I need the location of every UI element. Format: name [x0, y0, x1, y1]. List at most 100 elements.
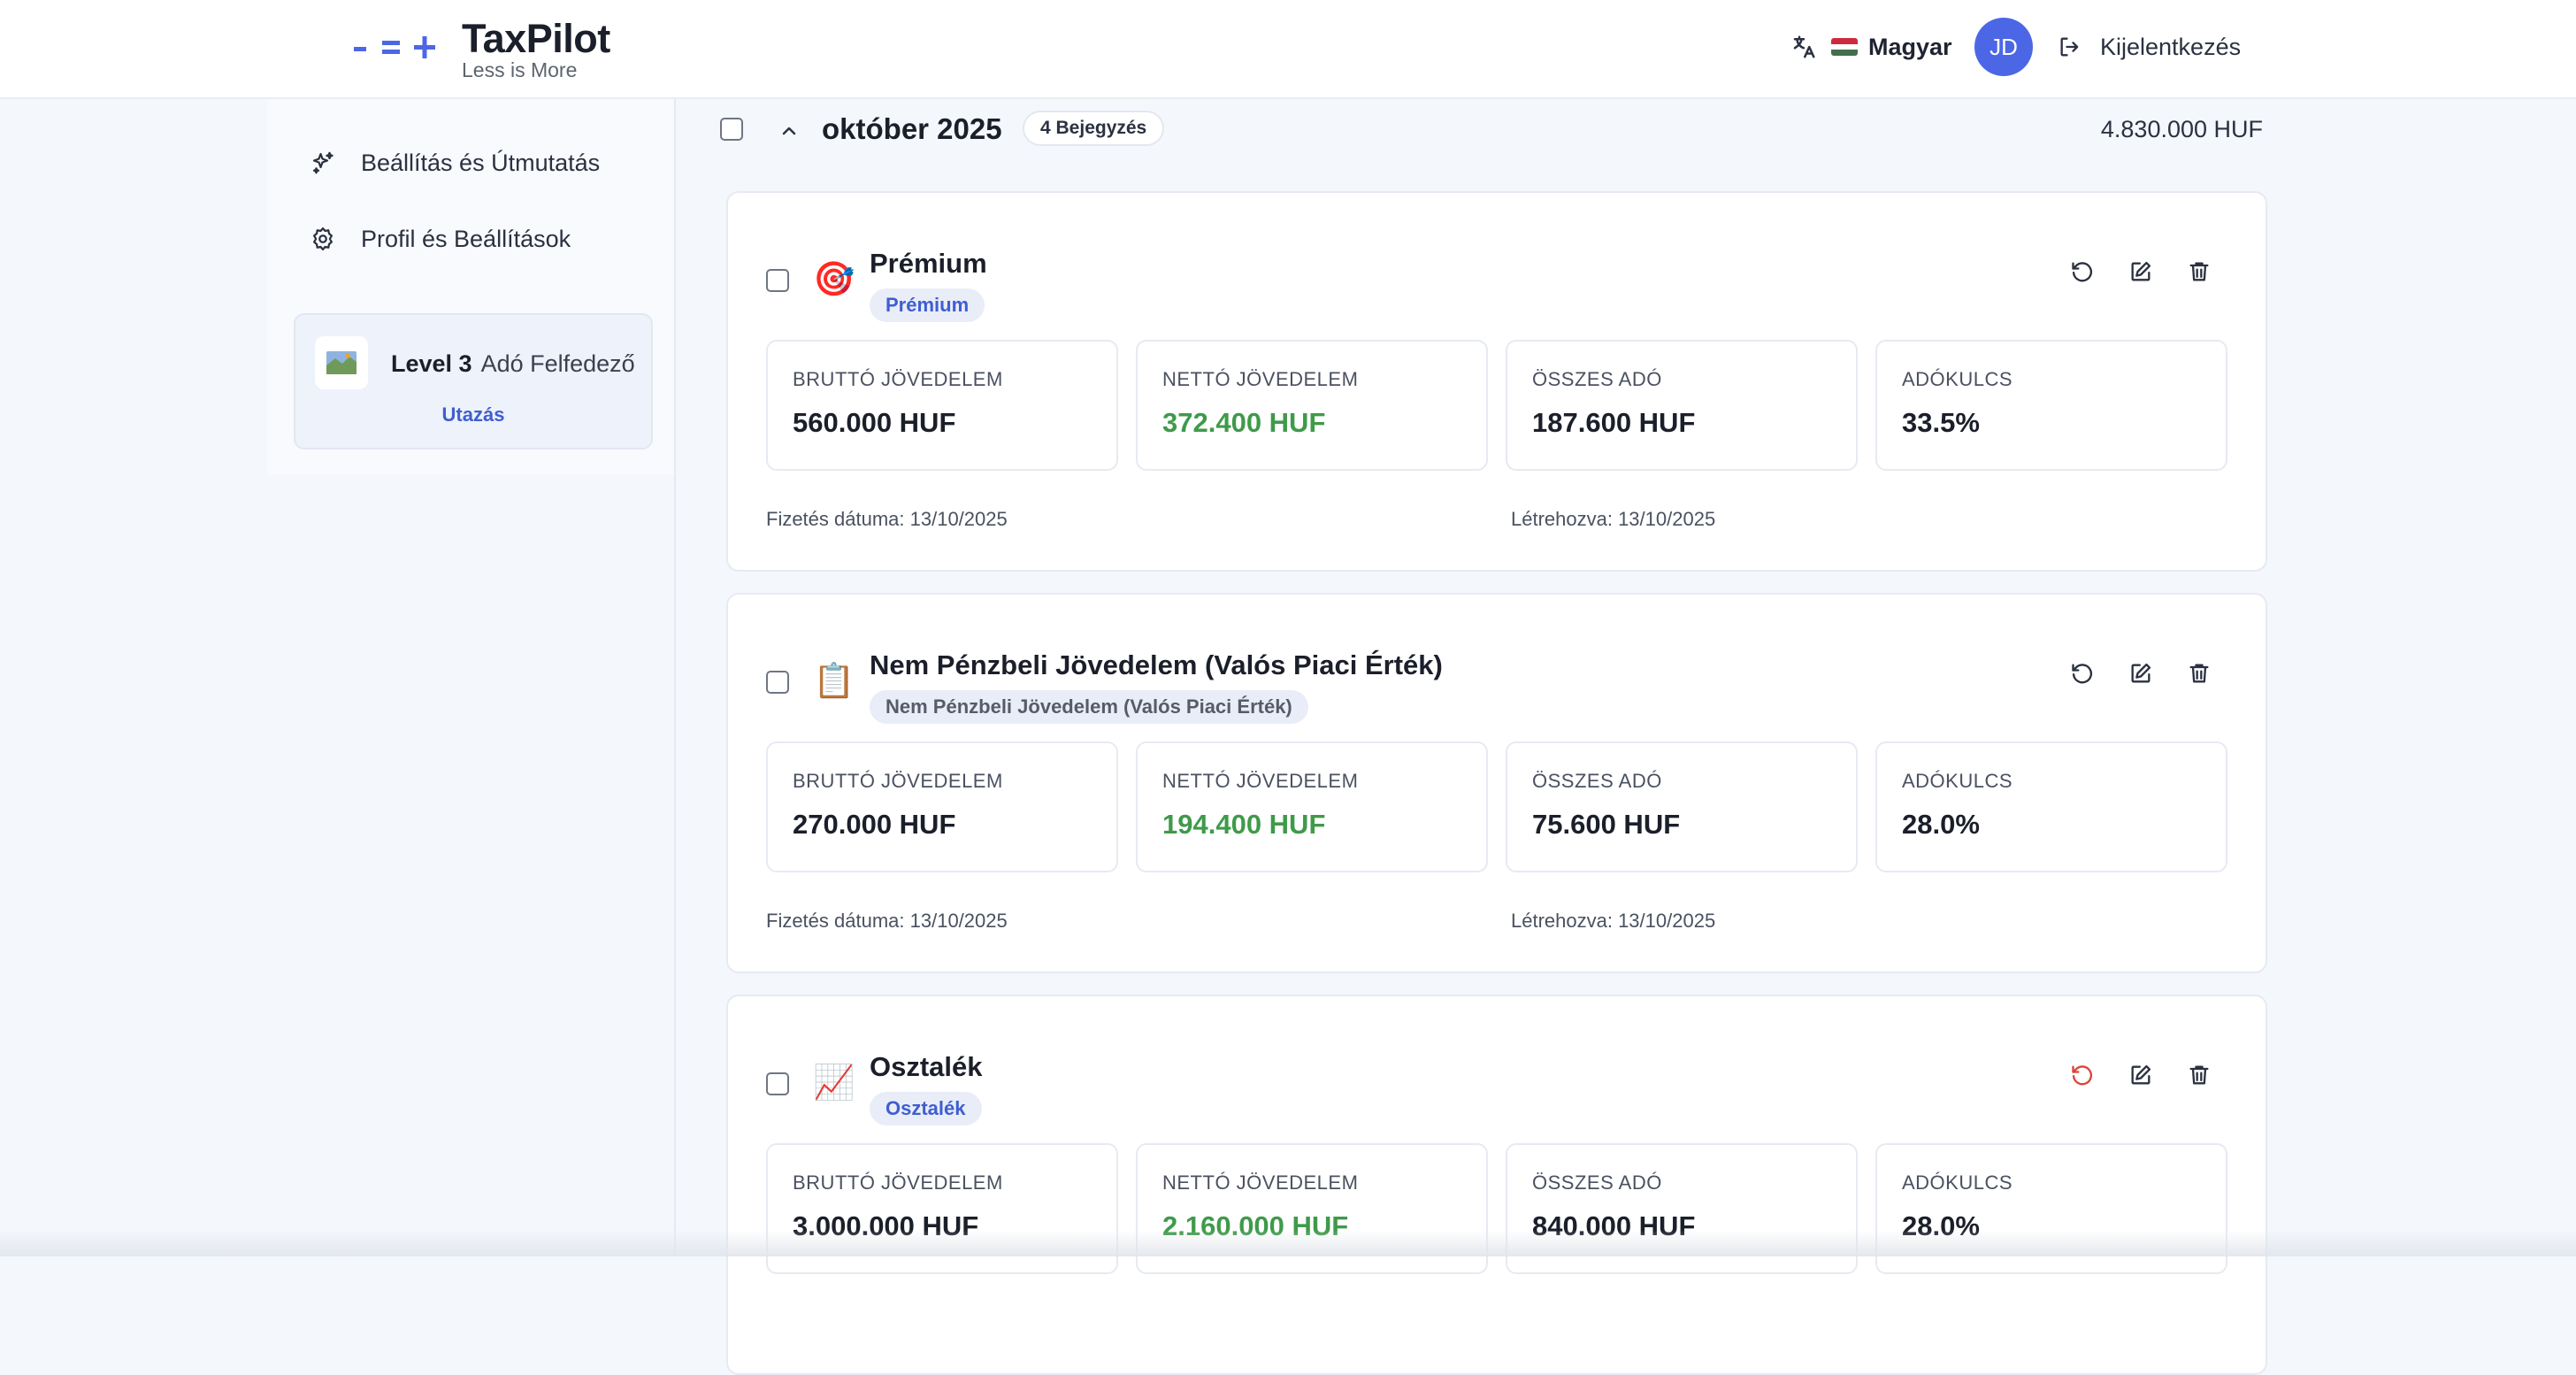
entry-title: Nem Pénzbeli Jövedelem (Valós Piaci Érté… [870, 649, 1443, 680]
month-title: október 2025 [822, 112, 1002, 145]
entry-count-badge: 4 Bejegyzés [1023, 111, 1165, 146]
edit-button[interactable] [2128, 1062, 2154, 1088]
sidebar-item-profile-settings[interactable]: Profil és Beállítások [310, 218, 571, 260]
stat-label: BRUTTÓ JÖVEDELEM [793, 770, 1003, 792]
entry-type-tag: Osztalék [870, 1092, 982, 1125]
total-tax-stat: ÖSSZES ADÓ 187.600 HUF [1506, 340, 1858, 471]
delete-button[interactable] [2186, 660, 2212, 687]
journey-link[interactable]: Utazás [441, 403, 505, 426]
edit-button[interactable] [2128, 258, 2154, 285]
stat-label: ADÓKULCS [1902, 368, 2013, 390]
stat-label: NETTÓ JÖVEDELEM [1162, 368, 1359, 390]
entry-title: Prémium [870, 248, 987, 279]
logout-label: Kijelentkezés [2100, 33, 2242, 60]
avatar[interactable]: JD [1974, 18, 2033, 76]
rotate-ccw-icon [2072, 262, 2093, 282]
divider [674, 99, 676, 1256]
net-income-stat: NETTÓ JÖVEDELEM 372.400 HUF [1136, 340, 1488, 471]
sidebar: Beállítás és Útmutatás Profil és Beállít… [267, 99, 674, 475]
stat-value: 33.5% [1902, 407, 1980, 438]
stat-label: ÖSSZES ADÓ [1532, 368, 1662, 390]
chart-up-icon: 📈 [813, 1064, 855, 1102]
entry-type-tag: Prémium [870, 288, 985, 322]
translate-icon [1793, 35, 1815, 58]
entry-checkbox[interactable] [766, 1072, 789, 1095]
stat-label: BRUTTÓ JÖVEDELEM [793, 1171, 1003, 1194]
entry-stats: BRUTTÓ JÖVEDELEM 270.000 HUF NETTÓ JÖVED… [766, 741, 2227, 872]
edit-icon [2131, 663, 2151, 683]
tax-rate-stat: ADÓKULCS 28.0% [1875, 741, 2227, 872]
stat-label: BRUTTÓ JÖVEDELEM [793, 368, 1003, 390]
sidebar-item-setup-guide[interactable]: Beállítás és Útmutatás [310, 142, 600, 184]
target-icon: 🎯 [813, 261, 855, 298]
language-label: Magyar [1868, 33, 1952, 60]
income-entry-card: 🎯 Prémium Prémium BRUTTÓ JÖVEDELEM 560.0… [726, 191, 2267, 572]
level-label: Level 3 [391, 350, 472, 377]
stat-label: ÖSSZES ADÓ [1532, 770, 1662, 792]
month-group-header: október 2025 [720, 110, 2263, 152]
top-bar: TaxPilot Less is More Magyar JD Kijelent… [0, 0, 2576, 99]
edit-icon [2131, 261, 2151, 281]
stat-value: 560.000 HUF [793, 407, 956, 438]
rotate-ccw-icon [2072, 664, 2093, 684]
tax-rate-stat: ADÓKULCS 33.5% [1875, 340, 2227, 471]
entry-checkbox[interactable] [766, 269, 789, 292]
gross-income-stat: BRUTTÓ JÖVEDELEM 560.000 HUF [766, 340, 1118, 471]
gross-income-stat: BRUTTÓ JÖVEDELEM 3.000.000 HUF [766, 1143, 1118, 1274]
delete-button[interactable] [2186, 258, 2212, 285]
edit-icon [2131, 1064, 2151, 1085]
month-total: 4.830.000 HUF [2100, 116, 2263, 142]
sidebar-item-label: Profil és Beállítások [361, 225, 571, 252]
edit-button[interactable] [2128, 660, 2154, 687]
stat-value: 75.600 HUF [1532, 809, 1681, 840]
brand-name[interactable]: TaxPilot [462, 16, 610, 61]
created-date: Létrehozva: 13/10/2025 [1511, 910, 1716, 932]
stat-label: ADÓKULCS [1902, 770, 2013, 792]
brand-tagline: Less is More [462, 58, 578, 81]
stat-value: 194.400 HUF [1162, 809, 1326, 840]
level-title: Adó Felfedező [480, 350, 635, 377]
stat-value: 187.600 HUF [1532, 407, 1696, 438]
bottom-shadow [0, 1230, 2576, 1256]
gear-icon [313, 227, 333, 250]
entry-checkbox[interactable] [766, 671, 789, 694]
stat-label: NETTÓ JÖVEDELEM [1162, 770, 1359, 792]
map-icon [315, 336, 368, 389]
entry-stats: BRUTTÓ JÖVEDELEM 560.000 HUF NETTÓ JÖVED… [766, 340, 2227, 471]
sparkles-icon [312, 151, 334, 174]
level-info: Level 3 Adó Felfedező [391, 350, 635, 378]
net-income-stat: NETTÓ JÖVEDELEM 194.400 HUF [1136, 741, 1488, 872]
stat-value: 270.000 HUF [793, 809, 956, 840]
trash-icon [2189, 1065, 2209, 1085]
total-tax-stat: ÖSSZES ADÓ 75.600 HUF [1506, 741, 1858, 872]
created-date: Létrehozva: 13/10/2025 [1511, 508, 1716, 530]
rotate-ccw-icon [2072, 1065, 2093, 1086]
level-card: Level 3 Adó Felfedező Utazás [294, 313, 653, 449]
entry-actions [2069, 258, 2212, 285]
gross-income-stat: BRUTTÓ JÖVEDELEM 270.000 HUF [766, 741, 1118, 872]
hungary-flag-icon [1831, 38, 1858, 56]
stat-label: ADÓKULCS [1902, 1171, 2013, 1194]
logout-button[interactable]: Kijelentkezés [2058, 28, 2241, 65]
entry-title: Osztalék [870, 1051, 983, 1082]
payment-date: Fizetés dátuma: 13/10/2025 [766, 910, 1008, 932]
stat-value: 28.0% [1902, 809, 1980, 840]
entry-actions [2069, 1062, 2212, 1088]
stat-value: 372.400 HUF [1162, 407, 1326, 438]
stat-label: ÖSSZES ADÓ [1532, 1171, 1662, 1194]
reset-button[interactable] [2069, 258, 2096, 285]
delete-button[interactable] [2186, 1062, 2212, 1088]
logout-icon [2060, 37, 2079, 57]
sidebar-item-label: Beállítás és Útmutatás [361, 149, 601, 176]
chevron-up-icon[interactable] [778, 120, 800, 142]
select-month-checkbox[interactable] [720, 118, 743, 141]
reset-button[interactable] [2069, 1062, 2096, 1088]
reset-button[interactable] [2069, 660, 2096, 687]
language-selector[interactable]: Magyar [1790, 28, 1952, 65]
clipboard-icon: 📋 [813, 663, 855, 700]
logo-icon [354, 36, 435, 58]
payment-date: Fizetés dátuma: 13/10/2025 [766, 508, 1008, 530]
trash-icon [2189, 262, 2209, 281]
income-entry-card: 📋 Nem Pénzbeli Jövedelem (Valós Piaci Ér… [726, 593, 2267, 973]
entry-actions [2069, 660, 2212, 687]
